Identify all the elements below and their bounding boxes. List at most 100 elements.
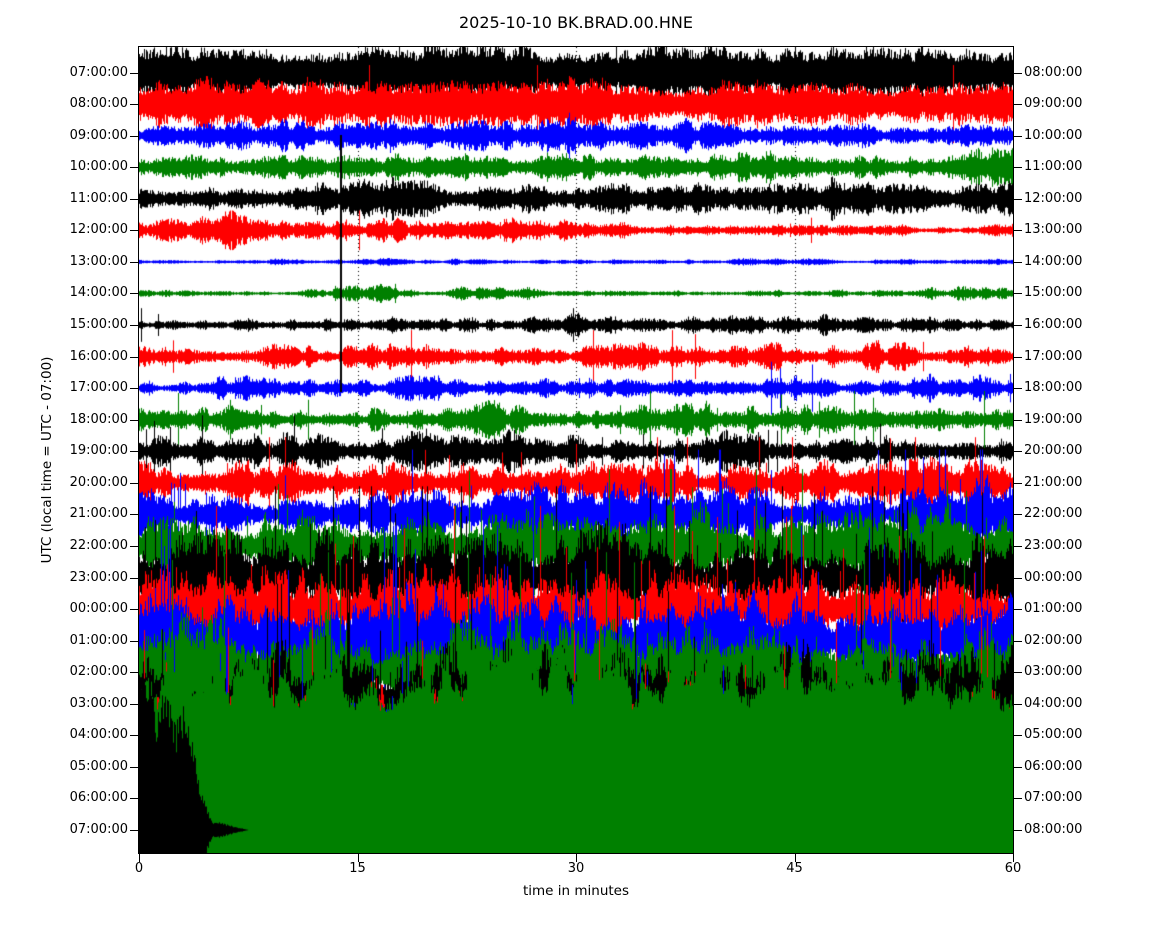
right-tick-mark [1014,420,1022,421]
left-axis-tick-label: 03:00:00 [69,695,128,711]
right-axis-tick-label: 04:00:00 [1024,695,1083,711]
right-axis-tick-label: 19:00:00 [1024,411,1083,427]
left-axis-tick-label: 04:00:00 [69,727,128,743]
right-tick-mark [1014,73,1022,74]
right-axis-tick-label: 07:00:00 [1024,790,1083,806]
left-tick-mark [130,641,138,642]
left-tick-mark [130,199,138,200]
left-tick-mark [130,483,138,484]
right-tick-mark [1014,357,1022,358]
left-axis-tick-label: 06:00:00 [69,790,128,806]
left-tick-mark [130,104,138,105]
bottom-tick-mark [576,854,577,862]
right-tick-mark [1014,830,1022,831]
right-axis-tick-label: 16:00:00 [1024,317,1083,332]
x-axis-tick-label: 15 [349,861,366,876]
left-tick-mark [130,325,138,326]
left-axis-tick-label: 02:00:00 [69,664,128,680]
bottom-tick-mark [795,854,796,862]
right-tick-mark [1014,483,1022,484]
right-tick-mark [1014,798,1022,799]
left-axis-tick-label: 01:00:00 [69,632,128,648]
left-axis-tick-label: 07:00:00 [69,822,128,837]
left-axis-tick-label: 17:00:00 [69,380,128,396]
left-tick-mark [130,262,138,263]
left-tick-mark [130,420,138,421]
left-axis-tick-label: 19:00:00 [69,443,128,459]
left-tick-mark [130,609,138,610]
right-tick-mark [1014,104,1022,105]
right-axis-tick-label: 21:00:00 [1024,474,1083,490]
right-axis-tick-label: 08:00:00 [1024,64,1083,80]
left-tick-mark [130,293,138,294]
bottom-tick-mark [139,854,140,862]
left-axis-tick-label: 10:00:00 [69,159,128,175]
right-tick-mark [1014,546,1022,547]
right-tick-mark [1014,609,1022,610]
right-axis-tick-label: 11:00:00 [1024,159,1083,175]
left-tick-mark [130,136,138,137]
left-axis-tick-label: 21:00:00 [69,506,128,522]
left-tick-mark [130,546,138,547]
right-axis-tick-label: 17:00:00 [1024,348,1083,364]
left-tick-mark [130,798,138,799]
right-axis-tick-label: 13:00:00 [1024,222,1083,238]
right-tick-mark [1014,578,1022,579]
right-tick-mark [1014,451,1022,452]
right-axis-tick-label: 14:00:00 [1024,253,1083,269]
left-axis-tick-label: 12:00:00 [69,222,128,238]
right-axis-tick-label: 12:00:00 [1024,190,1083,206]
right-tick-mark [1014,641,1022,642]
right-axis-tick-label: 08:00:00 [1024,822,1083,837]
left-tick-mark [130,514,138,515]
left-axis-tick-label: 05:00:00 [69,758,128,774]
right-axis-tick-label: 18:00:00 [1024,380,1083,396]
x-axis-tick-label: 60 [1004,861,1022,876]
left-axis-tick-label: 16:00:00 [69,348,128,364]
left-axis-tick-label: 07:00:00 [69,64,128,80]
right-axis-tick-label: 23:00:00 [1024,537,1083,553]
right-axis-tick-label: 15:00:00 [1024,285,1083,301]
right-tick-mark [1014,767,1022,768]
left-tick-mark [130,830,138,831]
right-tick-mark [1014,262,1022,263]
x-axis-label: time in minutes [522,883,630,899]
left-tick-mark [130,735,138,736]
left-axis-tick-label: 08:00:00 [69,96,128,112]
right-axis-tick-label: 20:00:00 [1024,443,1083,459]
bottom-tick-mark [358,854,359,862]
right-tick-mark [1014,704,1022,705]
right-axis-tick-label: 03:00:00 [1024,664,1083,680]
left-tick-mark [130,230,138,231]
left-tick-mark [130,167,138,168]
left-axis-tick-label: 11:00:00 [69,190,128,206]
seismogram-traces-canvas [139,47,1013,853]
left-axis-tick-label: 14:00:00 [69,285,128,301]
right-tick-mark [1014,167,1022,168]
right-axis-tick-label: 09:00:00 [1024,96,1083,112]
left-tick-mark [130,451,138,452]
left-axis-tick-label: 00:00:00 [69,601,128,617]
left-axis-tick-label: 18:00:00 [69,411,128,427]
right-axis-tick-label: 05:00:00 [1024,727,1083,743]
right-tick-mark [1014,293,1022,294]
right-axis-tick-label: 22:00:00 [1024,506,1083,522]
left-axis-tick-label: 15:00:00 [69,317,128,332]
left-tick-mark [130,767,138,768]
right-tick-mark [1014,514,1022,515]
x-axis-tick-label: 30 [567,861,585,876]
right-tick-mark [1014,199,1022,200]
right-tick-mark [1014,230,1022,231]
left-axis-tick-label: 22:00:00 [69,537,128,553]
left-tick-mark [130,672,138,673]
left-axis-tick-label: 13:00:00 [69,253,128,269]
right-tick-mark [1014,672,1022,673]
right-axis-tick-label: 00:00:00 [1024,569,1083,585]
right-tick-mark [1014,388,1022,389]
right-tick-mark [1014,325,1022,326]
chart-title: 2025-10-10 BK.BRAD.00.HNE [459,13,693,32]
right-axis-tick-label: 06:00:00 [1024,758,1083,774]
left-axis-tick-label: 09:00:00 [69,127,128,143]
x-axis-tick-label: 45 [786,861,803,876]
